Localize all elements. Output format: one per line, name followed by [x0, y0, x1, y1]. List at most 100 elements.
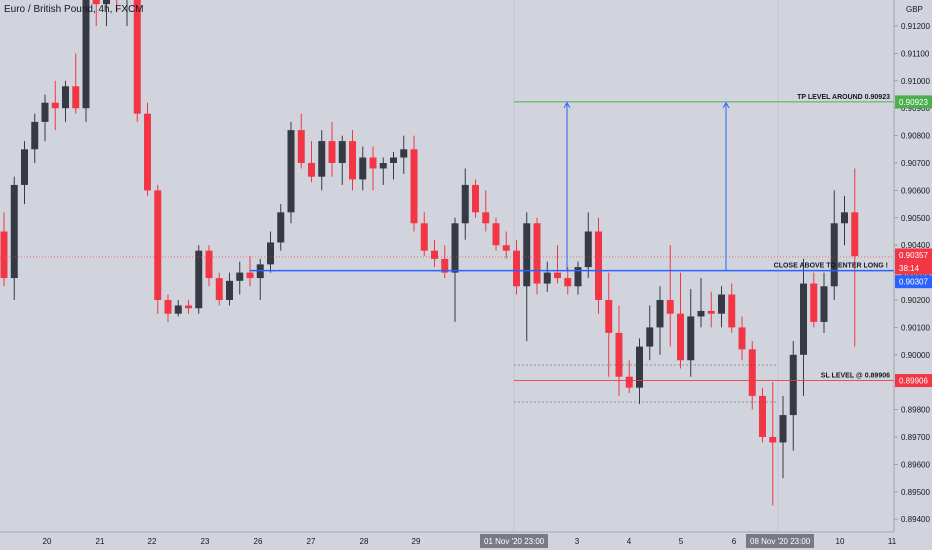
candle-body — [431, 250, 438, 259]
candle-body — [677, 313, 684, 361]
candle-body — [10, 184, 18, 279]
candle-body — [810, 283, 818, 322]
candle-body — [82, 0, 90, 109]
candle-body — [451, 223, 459, 273]
price-tick-label: 0.90800 — [901, 132, 930, 141]
candle-body — [103, 0, 110, 5]
candle-body — [533, 223, 541, 284]
candle-body — [461, 184, 469, 224]
candle-body — [62, 86, 69, 109]
time-tick-label: 5 — [679, 537, 684, 546]
time-axis: 2021222326272829Nov34569101101 Nov '20 2… — [0, 531, 897, 548]
candle-body — [195, 250, 203, 309]
current-price-tag-bg — [895, 248, 932, 262]
candle-body — [656, 300, 664, 328]
time-tick-label: 27 — [307, 537, 316, 546]
candle-body — [830, 223, 838, 287]
candle-body — [472, 184, 479, 213]
candle-body — [789, 354, 797, 416]
candle-body — [841, 212, 848, 224]
price-tick-label: 0.91200 — [901, 22, 930, 31]
candle-body — [215, 278, 223, 300]
candle-body — [246, 272, 254, 279]
candle-body — [728, 294, 736, 328]
candle-body — [205, 250, 213, 279]
price-tick-label: 0.90200 — [901, 296, 930, 305]
price-tick-label: 0.90400 — [901, 241, 930, 250]
candle-body — [666, 300, 674, 314]
candle-body — [595, 231, 602, 300]
candle-body — [144, 113, 151, 191]
drawings: TP LEVEL AROUND 0.90923 CLOSE ABOVE TO EN… — [0, 94, 894, 403]
price-tick-label: 0.89800 — [901, 406, 930, 415]
time-tick-label: 10 — [836, 537, 845, 546]
candle-body — [502, 245, 510, 251]
candle-body — [369, 157, 377, 169]
candle-body — [738, 327, 746, 350]
arrow-head-icon — [563, 101, 571, 109]
entry-label: CLOSE ABOVE TO ENTER LONG ! — [774, 263, 888, 270]
candle-body — [51, 102, 59, 109]
candle-body — [154, 190, 162, 300]
candle-body — [523, 223, 531, 287]
symbol-title[interactable]: Euro / British Pound, 4h, FXCM — [4, 4, 144, 15]
candle-body — [41, 102, 49, 122]
candle-body — [338, 141, 346, 163]
candle-body — [308, 163, 315, 177]
candle-body — [584, 231, 592, 268]
time-tick-label: 20 — [43, 537, 52, 546]
candle-body — [748, 349, 756, 396]
tp-price-tag-bg — [895, 95, 932, 109]
entry-price-tag-bg — [895, 275, 932, 289]
candle-body — [379, 163, 387, 169]
grid — [513, 0, 779, 532]
price-tick-label: 0.89700 — [901, 433, 930, 442]
time-tick-label: 21 — [96, 537, 105, 546]
time-tick-label: 3 — [575, 537, 580, 546]
candle-body — [615, 332, 623, 377]
candle-body — [236, 272, 244, 281]
candle-body — [31, 121, 39, 150]
candle-body — [297, 130, 305, 163]
entry-price-tag: 0.90307 — [899, 278, 928, 287]
candle-body — [574, 267, 582, 287]
price-tick-label: 0.90700 — [901, 159, 930, 168]
sl-label: SL LEVEL @ 0.89906 — [821, 373, 890, 380]
sl-price-tag-bg — [895, 374, 932, 388]
candle-body — [133, 0, 141, 114]
candle-body — [687, 316, 695, 361]
currency-label: GBP — [906, 5, 923, 14]
candle-body — [349, 141, 356, 180]
candles — [0, 0, 859, 506]
time-tick-label: 23 — [201, 537, 210, 546]
candle-body — [636, 346, 643, 388]
candle-body — [277, 212, 285, 243]
candle-body — [328, 141, 336, 163]
candle-body — [164, 300, 172, 314]
candle-body — [0, 231, 8, 279]
candle-body — [513, 250, 520, 287]
candle-body — [441, 258, 449, 273]
candle-body — [92, 0, 100, 5]
sl-price-tag: 0.89906 — [899, 377, 928, 386]
time-tick-label: 6 — [732, 537, 737, 546]
end-time-tag: 08 Nov '20 23:00 — [750, 537, 811, 546]
countdown-tag: 38:14 — [899, 264, 920, 273]
end-time-tag-bg — [746, 534, 814, 548]
candle-body — [400, 149, 408, 158]
time-tick-label: 4 — [627, 537, 632, 546]
countdown-tag-bg — [895, 261, 932, 275]
candle-body — [625, 376, 633, 388]
candle-body — [718, 294, 725, 314]
candle-body — [779, 415, 787, 443]
candle-body — [697, 310, 705, 317]
candle-body — [564, 278, 572, 287]
price-tick-label: 0.90900 — [901, 104, 930, 113]
candle-body — [185, 305, 192, 309]
candle-body — [318, 141, 326, 177]
candle-body — [820, 286, 828, 322]
candle-body — [410, 149, 418, 224]
candle-body — [769, 437, 777, 443]
